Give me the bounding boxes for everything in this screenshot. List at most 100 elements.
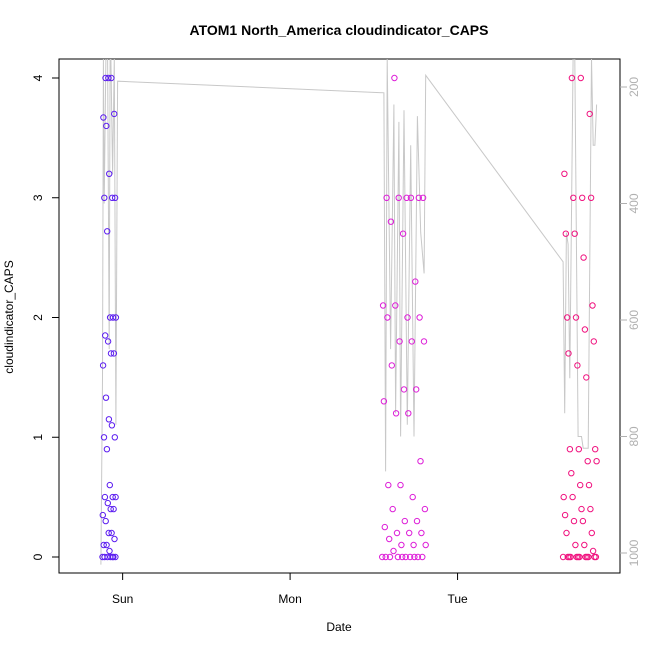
data-point	[405, 410, 412, 417]
data-point	[579, 194, 586, 202]
data-point	[421, 505, 429, 513]
data-point	[570, 194, 577, 202]
data-point	[112, 493, 119, 501]
data-point	[104, 499, 112, 507]
data-point	[408, 338, 415, 345]
points-layer	[99, 74, 600, 561]
data-point	[379, 553, 386, 561]
data-point	[575, 446, 582, 453]
data-point	[100, 114, 107, 121]
data-point	[398, 541, 405, 549]
data-point	[109, 314, 117, 321]
data-point	[574, 362, 581, 369]
x-tick-label: Mon	[278, 592, 301, 606]
data-point	[578, 505, 585, 513]
data-point	[395, 194, 402, 202]
data-point	[563, 529, 570, 537]
data-point	[108, 529, 115, 537]
data-point	[105, 529, 112, 537]
data-point	[99, 511, 107, 519]
data-point	[106, 481, 114, 489]
data-point	[584, 458, 591, 465]
data-point	[105, 416, 113, 423]
data-point	[397, 481, 404, 489]
y-tick-label: 1	[31, 434, 45, 441]
data-point	[379, 302, 387, 309]
data-point	[417, 458, 424, 465]
data-point	[407, 194, 415, 202]
data-point	[102, 74, 109, 82]
chart-title: ATOM1 North_America cloudindicator_CAPS	[190, 22, 489, 38]
data-point	[572, 314, 580, 321]
data-point	[107, 505, 114, 513]
data-point	[560, 493, 567, 501]
data-point	[403, 194, 410, 202]
data-point	[589, 547, 597, 555]
x-axis: Sun Mon Tue	[112, 573, 468, 606]
data-point	[111, 434, 119, 441]
y-right-tick-label: 1000	[627, 539, 641, 566]
data-point	[564, 553, 571, 561]
data-point	[582, 553, 589, 561]
data-point	[111, 110, 118, 118]
data-point	[102, 394, 110, 401]
data-point	[102, 332, 109, 339]
data-point	[422, 541, 429, 549]
data-point	[564, 314, 571, 321]
data-point	[589, 302, 596, 309]
data-point	[393, 529, 401, 537]
data-point	[101, 553, 108, 561]
data-point	[413, 386, 420, 393]
data-point	[388, 362, 395, 369]
data-point	[111, 535, 118, 543]
data-point	[419, 553, 426, 561]
data-point	[559, 553, 567, 561]
data-point	[562, 230, 569, 237]
data-point	[412, 278, 419, 285]
data-point	[391, 74, 398, 82]
y-right-tick-label: 800	[627, 426, 641, 446]
data-point	[572, 541, 579, 549]
data-point	[107, 350, 115, 357]
data-point	[404, 314, 411, 321]
data-point	[108, 422, 116, 429]
data-point	[585, 481, 593, 489]
data-point	[569, 493, 576, 501]
y-right-tick-label: 200	[627, 77, 641, 97]
data-point	[101, 493, 109, 501]
data-point	[390, 547, 397, 555]
data-point	[109, 493, 116, 501]
data-point	[100, 434, 108, 441]
data-point	[418, 529, 425, 537]
data-point	[583, 374, 590, 381]
data-point	[413, 517, 421, 525]
data-point	[415, 194, 422, 202]
y-tick-label: 3	[31, 194, 45, 201]
y-tick-label: 2	[31, 314, 45, 321]
data-point	[109, 553, 116, 561]
data-point	[110, 350, 118, 357]
data-point	[112, 553, 119, 561]
y-axis-left: 0 1 2 3 4	[31, 74, 59, 560]
y-right-tick-label: 400	[627, 193, 641, 213]
data-point	[392, 410, 400, 417]
data-point	[406, 553, 414, 561]
data-point	[102, 517, 109, 525]
data-point	[384, 314, 391, 321]
data-point	[592, 446, 599, 453]
data-point	[587, 505, 594, 513]
data-point	[414, 553, 422, 561]
data-point	[385, 481, 392, 489]
data-point	[399, 230, 407, 237]
data-point	[386, 535, 393, 543]
data-point	[416, 314, 423, 321]
data-point	[581, 541, 588, 549]
plot-area-border	[58, 58, 621, 574]
data-point	[106, 314, 114, 321]
data-point	[110, 505, 117, 513]
series-line	[100, 59, 598, 565]
data-point	[382, 553, 389, 561]
data-point	[104, 338, 112, 345]
data-point	[111, 194, 119, 202]
